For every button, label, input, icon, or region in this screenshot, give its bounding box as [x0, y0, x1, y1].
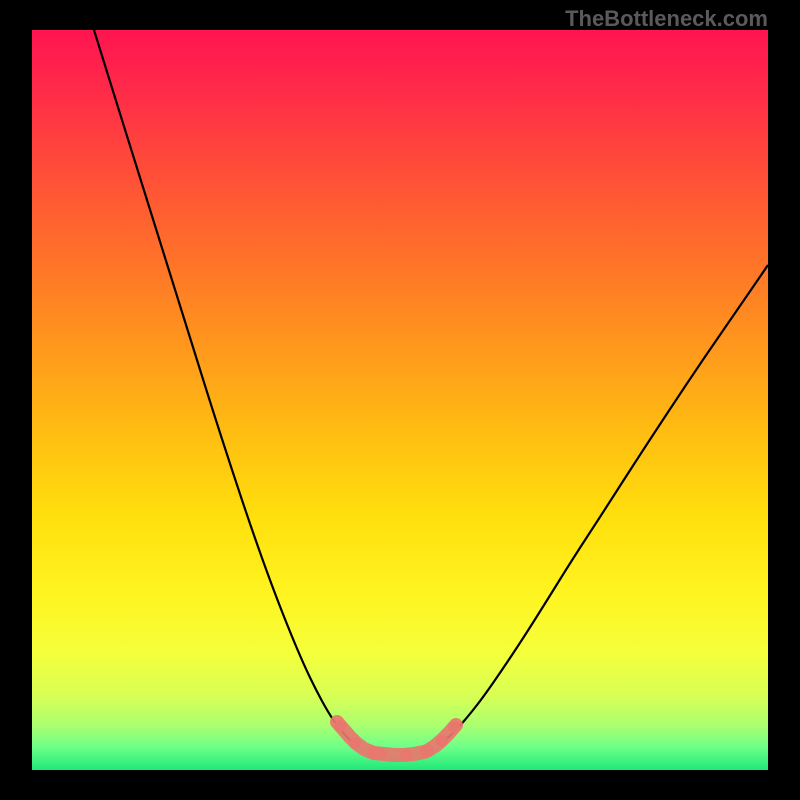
valley-dot [374, 748, 386, 760]
valley-dot [436, 735, 448, 747]
valley-dot [448, 721, 460, 733]
curve-left [94, 30, 352, 742]
valley-dot [349, 737, 361, 749]
valley-dot [422, 745, 434, 757]
valley-dot [400, 749, 412, 761]
plot-area [32, 30, 768, 770]
valley-dot [334, 720, 346, 732]
chart-svg [32, 30, 768, 770]
watermark-text: TheBottleneck.com [565, 6, 768, 32]
curve-right [443, 265, 768, 742]
